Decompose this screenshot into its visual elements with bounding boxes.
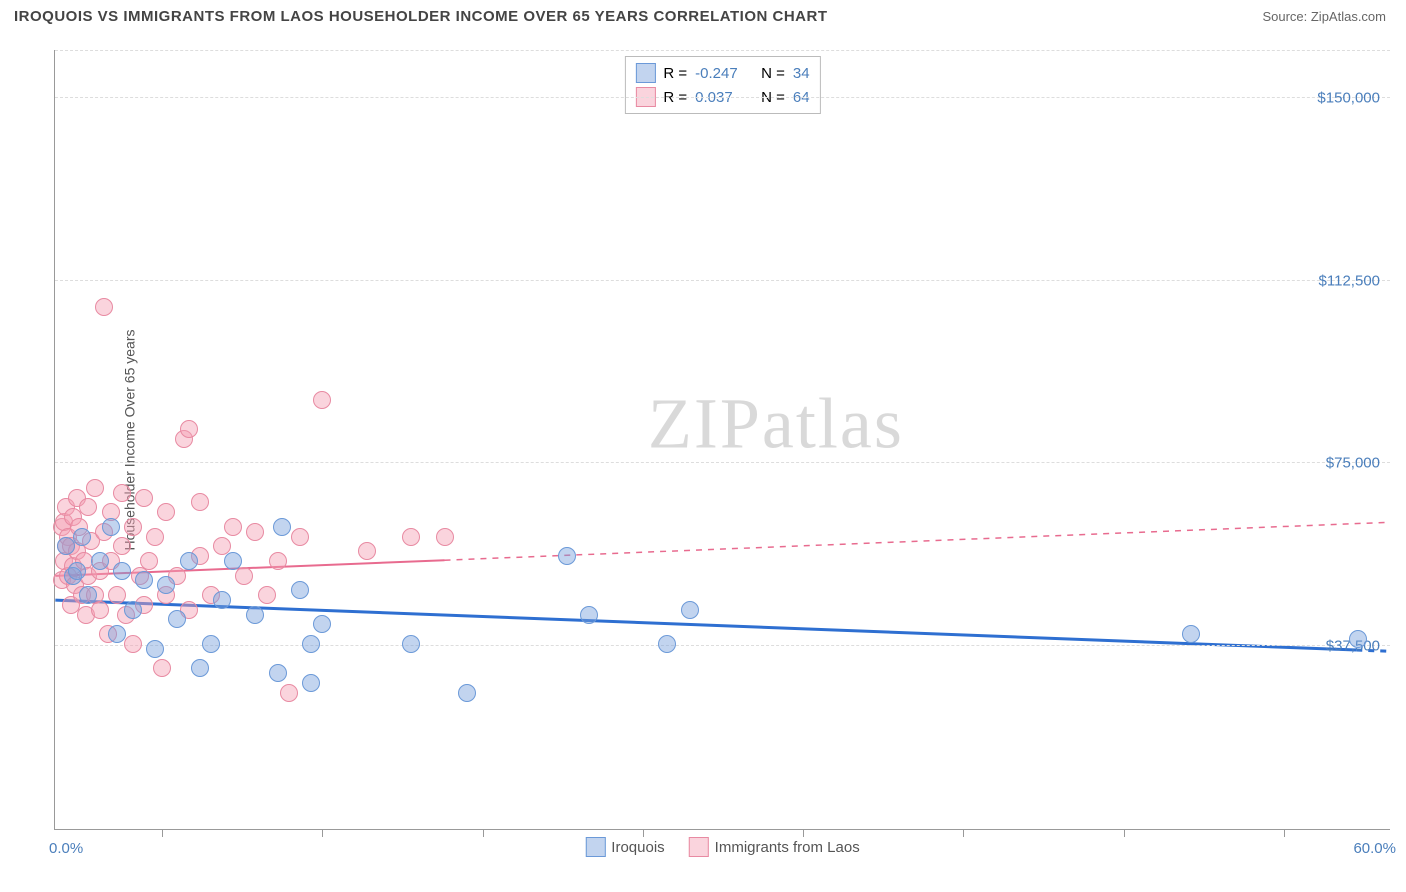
laos-point	[140, 552, 158, 570]
iroquois-point	[558, 547, 576, 565]
laos-point	[124, 635, 142, 653]
laos-point	[135, 489, 153, 507]
iroquois-point	[658, 635, 676, 653]
x-tick	[322, 829, 323, 837]
laos-point	[86, 479, 104, 497]
laos-point	[191, 493, 209, 511]
laos-point	[291, 528, 309, 546]
iroquois-point	[102, 518, 120, 536]
chart-title: IROQUOIS VS IMMIGRANTS FROM LAOS HOUSEHO…	[14, 8, 828, 25]
x-tick	[963, 829, 964, 837]
laos-point	[224, 518, 242, 536]
laos-point	[113, 484, 131, 502]
scatter-chart: ZIPatlas Householder Income Over 65 year…	[54, 50, 1390, 830]
laos-point	[269, 552, 287, 570]
laos-point	[280, 684, 298, 702]
laos-point	[258, 586, 276, 604]
chart-header: IROQUOIS VS IMMIGRANTS FROM LAOS HOUSEHO…	[0, 0, 1406, 33]
y-tick-label: $150,000	[1317, 89, 1380, 106]
iroquois-point	[79, 586, 97, 604]
iroquois-point	[681, 601, 699, 619]
bottom-legend-laos: Immigrants from Laos	[689, 837, 860, 857]
iroquois-point	[313, 615, 331, 633]
x-min-label: 0.0%	[49, 840, 83, 857]
laos-point	[113, 537, 131, 555]
x-tick	[1284, 829, 1285, 837]
y-tick-label: $75,000	[1326, 455, 1380, 472]
laos-point	[153, 659, 171, 677]
iroquois-point	[124, 601, 142, 619]
iroquois-point	[113, 562, 131, 580]
iroquois-point	[302, 674, 320, 692]
iroquois-point	[580, 606, 598, 624]
correlation-legend: R = -0.247 N = 34 R = 0.037 N = 64	[624, 56, 820, 114]
iroquois-point	[1349, 630, 1367, 648]
iroquois-point	[157, 576, 175, 594]
gridline	[55, 462, 1390, 463]
laos-point	[79, 498, 97, 516]
iroquois-point	[458, 684, 476, 702]
iroquois-swatch	[635, 63, 655, 83]
iroquois-point	[273, 518, 291, 536]
laos-point	[146, 528, 164, 546]
y-axis-title: Householder Income Over 65 years	[122, 329, 138, 550]
x-tick	[643, 829, 644, 837]
iroquois-swatch	[585, 837, 605, 857]
iroquois-point	[302, 635, 320, 653]
iroquois-point	[68, 562, 86, 580]
iroquois-point	[180, 552, 198, 570]
iroquois-point	[135, 571, 153, 589]
iroquois-point	[73, 528, 91, 546]
x-tick	[803, 829, 804, 837]
watermark: ZIPatlas	[648, 382, 904, 465]
laos-point	[313, 391, 331, 409]
x-tick	[162, 829, 163, 837]
laos-point	[180, 420, 198, 438]
laos-point	[157, 503, 175, 521]
laos-point	[436, 528, 454, 546]
iroquois-point	[202, 635, 220, 653]
y-tick-label: $112,500	[1319, 272, 1380, 289]
laos-swatch	[689, 837, 709, 857]
gridline	[55, 280, 1390, 281]
bottom-legend-iroquois: Iroquois	[585, 837, 664, 857]
iroquois-point	[168, 610, 186, 628]
iroquois-point	[91, 552, 109, 570]
laos-point	[124, 518, 142, 536]
laos-point	[91, 601, 109, 619]
laos-point	[358, 542, 376, 560]
trendlines	[55, 50, 1390, 829]
iroquois-point	[213, 591, 231, 609]
laos-point	[246, 523, 264, 541]
iroquois-point	[146, 640, 164, 658]
laos-trendline-dashed	[445, 522, 1390, 560]
legend-row-iroquois: R = -0.247 N = 34	[635, 61, 809, 85]
chart-source: Source: ZipAtlas.com	[1262, 9, 1386, 24]
iroquois-point	[108, 625, 126, 643]
iroquois-point	[191, 659, 209, 677]
laos-point	[235, 567, 253, 585]
gridline	[55, 97, 1390, 98]
gridline	[55, 645, 1390, 646]
laos-point	[108, 586, 126, 604]
iroquois-point	[269, 664, 287, 682]
iroquois-point	[224, 552, 242, 570]
laos-point	[402, 528, 420, 546]
iroquois-point	[1182, 625, 1200, 643]
iroquois-point	[291, 581, 309, 599]
x-tick	[483, 829, 484, 837]
x-max-label: 60.0%	[1353, 840, 1396, 857]
iroquois-point	[402, 635, 420, 653]
x-tick	[1124, 829, 1125, 837]
iroquois-point	[246, 606, 264, 624]
series-legend: Iroquois Immigrants from Laos	[585, 837, 859, 857]
laos-point	[95, 298, 113, 316]
